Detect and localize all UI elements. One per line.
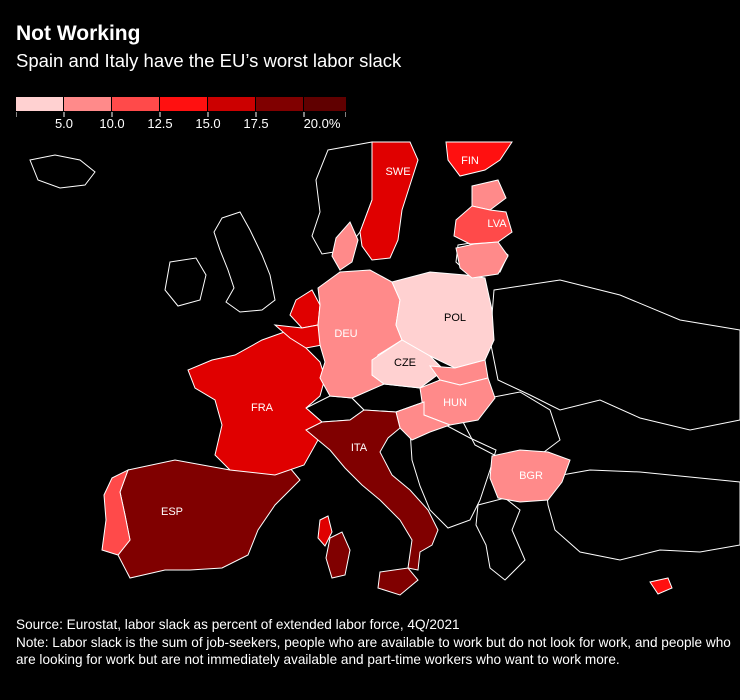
country-label-bgr: BGR [519,470,543,482]
country-esp[interactable] [117,459,301,579]
country-fra-corsica[interactable] [317,515,333,547]
country-cyp[interactable] [649,577,673,595]
country-label-fra: FRA [251,402,274,414]
legend-swatch-5 [208,97,255,111]
country-label-esp: ESP [161,506,183,518]
legend-tick-label: 5.0 [55,116,73,131]
chart-subtitle: Spain and Italy have the EU’s worst labo… [16,50,402,71]
chart-title: Not Working [16,22,141,45]
country-est[interactable] [471,179,507,211]
country-hrv[interactable] [395,401,452,441]
legend-swatch-3 [112,97,159,111]
balkans-outline [409,421,497,529]
legend-tick-label: 20.0% [304,116,341,131]
ukraine-outline [489,279,740,431]
country-ita-sicily[interactable] [377,567,419,596]
country-shapes [101,141,673,596]
legend-swatch-1 [16,97,63,111]
country-lva[interactable] [453,205,513,245]
greece-outline [475,497,526,581]
country-ita-sardinia[interactable] [325,531,351,579]
country-label-deu: DEU [334,328,357,340]
legend-swatch-2 [64,97,111,111]
country-bgr[interactable] [489,449,571,503]
definition-note: Note: Labor slack is the sum of job-seek… [16,634,731,668]
uk-outline [213,211,276,313]
legend-swatch-6 [256,97,303,111]
country-cze[interactable] [371,339,445,389]
country-prt[interactable] [101,468,131,556]
country-label-pol: POL [444,312,466,324]
europe-map: SWE FIN LVA DEU POL CZE FRA HUN ITA BGR … [29,141,740,596]
legend-tick-label: 12.5 [147,116,172,131]
ireland-outline [164,257,207,307]
country-ita[interactable] [305,409,439,571]
legend-swatch-7 [304,97,346,111]
turkey-outline [544,469,740,561]
country-label-fin: FIN [461,155,479,167]
country-fra[interactable] [187,329,326,476]
country-label-ita: ITA [351,442,368,454]
country-dnk[interactable] [331,221,359,271]
country-label-lva: LVA [487,218,507,230]
country-label-cze: CZE [394,357,416,369]
country-ltu[interactable] [455,241,509,279]
legend-tick-label: 15.0 [195,116,220,131]
color-legend: 5.0 10.0 12.5 15.0 17.5 20.0% [16,97,346,131]
country-fin[interactable] [445,141,513,177]
legend-swatch-4 [160,97,207,111]
country-nld[interactable] [289,289,321,329]
country-swe[interactable] [359,141,419,261]
country-label-swe: SWE [385,166,410,178]
iceland-outline [29,154,96,189]
country-label-hun: HUN [443,397,467,409]
legend-tick-label: 17.5 [243,116,268,131]
footnotes: Source: Eurostat, labor slack as percent… [16,616,731,669]
country-labels: SWE FIN LVA DEU POL CZE FRA HUN ITA BGR … [161,155,543,518]
legend-tick-label: 10.0 [99,116,124,131]
source-note: Source: Eurostat, labor slack as percent… [16,617,460,632]
